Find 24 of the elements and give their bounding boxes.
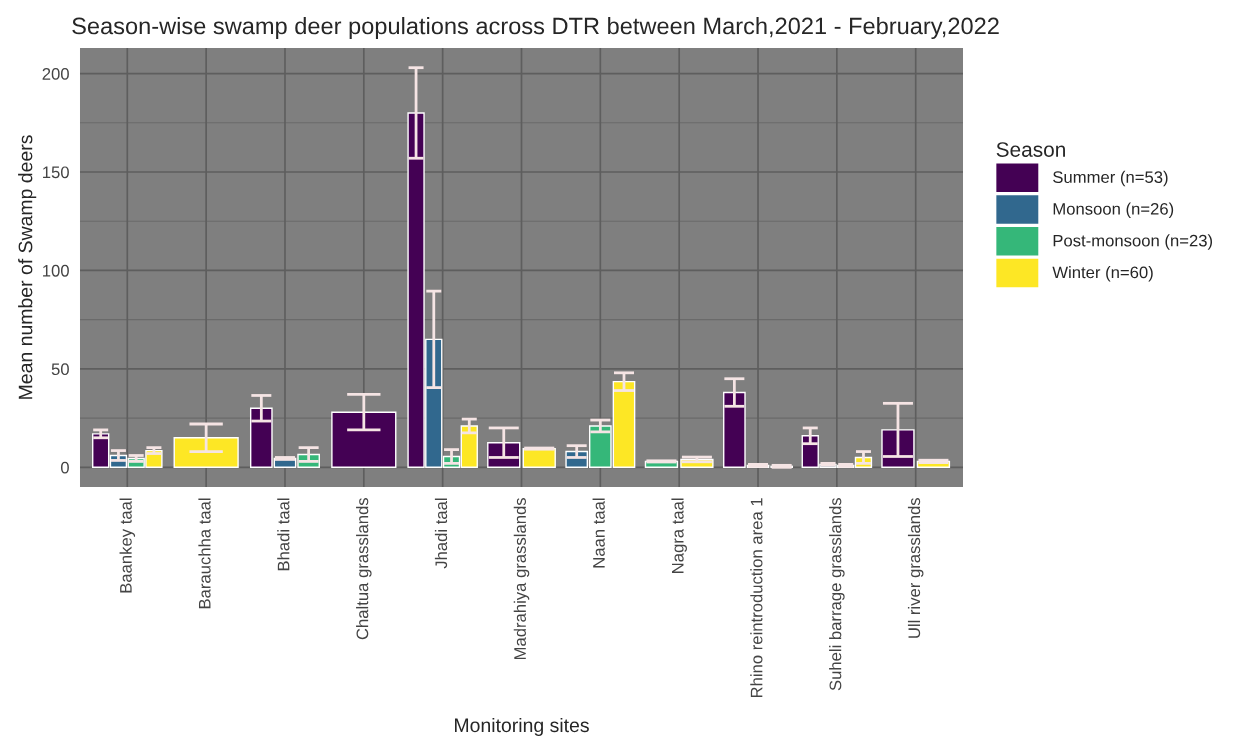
x-tick-label: Baankey taal [119,498,136,593]
y-tick-label: 0 [60,461,69,474]
x-tick-label: Bhadi taal [277,498,290,571]
chart-title: Season-wise swamp deer populations across DTR between March,2021 - February,2022 [72,17,999,40]
x-tick-label: Jhadi taal [434,498,448,569]
y-tick-label: 150 [43,166,69,179]
x-tick-label: Naan taal [592,498,605,568]
x-tick-label: Ull river grasslands [907,498,924,638]
x-tick-label: Chaltua grasslands [356,498,372,640]
legend-label: Winter (n=60) [1052,266,1153,282]
x-tick-label: Suheli barrage grasslands [829,498,845,691]
y-tick-label: 200 [42,67,69,80]
x-tick-label: Nagra taal [671,498,687,573]
x-tick-label: Madrahiya grasslands [513,498,530,660]
legend-title: Season [996,142,1065,157]
x-axis-title: Monitoring sites [455,717,589,737]
y-axis-title: Mean number of Swamp deers [18,135,37,399]
y-tick-label: 50 [51,363,69,376]
x-tick-label: Barauchha taal [198,498,211,609]
x-tick-label: Rhino reintroduction area 1 [750,498,763,698]
legend-label: Summer (n=53) [1053,170,1168,187]
y-tick-label: 100 [43,264,69,277]
legend-label: Monsoon (n=26) [1053,202,1174,219]
legend-label: Post-monsoon (n=23) [1053,234,1213,250]
